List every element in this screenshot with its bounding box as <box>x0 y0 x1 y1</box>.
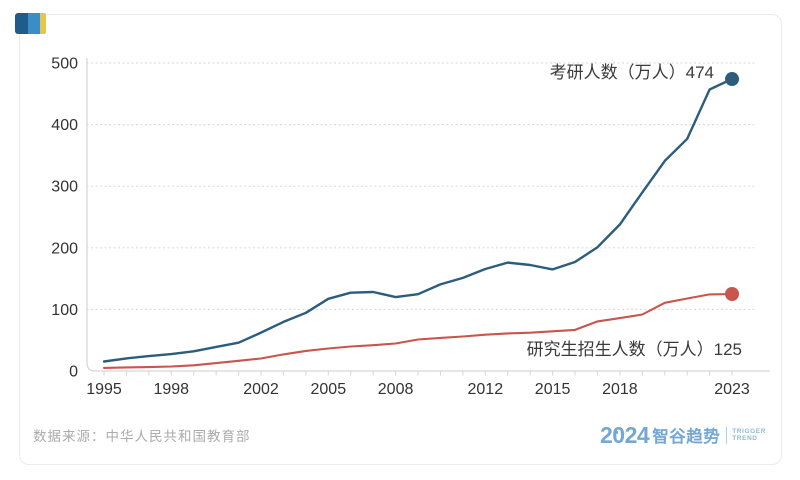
chart-card <box>19 14 782 465</box>
logo-square-yellow <box>40 13 46 34</box>
series-endpoint-dot-0 <box>725 72 740 87</box>
series-line-1 <box>102 292 734 369</box>
y-tick-label: 300 <box>51 179 78 196</box>
data-series <box>102 72 740 369</box>
x-tick-label: 1998 <box>153 381 189 398</box>
series-endpoint-dot-1 <box>725 287 740 301</box>
axis-labels: 0 100 200 300 400 500 1995 1998 2002 2005 2008 2012… <box>51 56 750 399</box>
y-tick-label: 100 <box>51 302 78 319</box>
logo-square-blue <box>28 13 40 34</box>
x-tick-label: 2015 <box>535 381 571 398</box>
brand-divider <box>726 426 728 444</box>
y-tick-label: 500 <box>51 56 78 73</box>
x-tick-label: 2002 <box>243 381 279 398</box>
brand-tagline-line1: TRIGGER <box>732 427 766 435</box>
x-tick-label: 2008 <box>378 381 414 398</box>
y-tick-label: 400 <box>51 117 78 134</box>
x-tick-label: 2012 <box>468 381 504 398</box>
logo-eye-icon <box>615 431 619 434</box>
axis-frame <box>86 58 770 372</box>
series-line-0 <box>102 77 734 363</box>
brand-tagline-line2: TREND <box>732 435 758 442</box>
annotation-kaoyan-label: 考研人数（万人）474 <box>550 63 714 82</box>
annotation-zhaosheng-label: 研究生招生人数（万人）125 <box>527 340 742 359</box>
y-tick-label: 0 <box>69 364 78 381</box>
y-tick-label: 200 <box>51 240 78 257</box>
data-source-text: 数据来源：中华人民共和国教育部 <box>33 429 251 444</box>
brand-mark-squares <box>15 13 46 34</box>
brand-tagline: TRIGGER TREND <box>732 428 766 443</box>
brand-year-text: 2024 <box>600 422 650 448</box>
brand-name: 智谷趋势 <box>652 428 721 446</box>
x-tick-label: 1995 <box>86 381 122 398</box>
logo-square-darkblue <box>15 13 28 34</box>
x-tick-label: 2005 <box>311 381 347 398</box>
x-tick-label: 2023 <box>714 381 750 398</box>
logo-eye-icon <box>620 431 624 434</box>
x-tick-label: 2018 <box>602 381 638 398</box>
axes <box>86 58 770 376</box>
gridlines <box>86 62 756 310</box>
brand-year: 2024 <box>600 422 650 448</box>
brand-logo: 2024 智谷趋势 TRIGGER TREND <box>600 423 766 447</box>
